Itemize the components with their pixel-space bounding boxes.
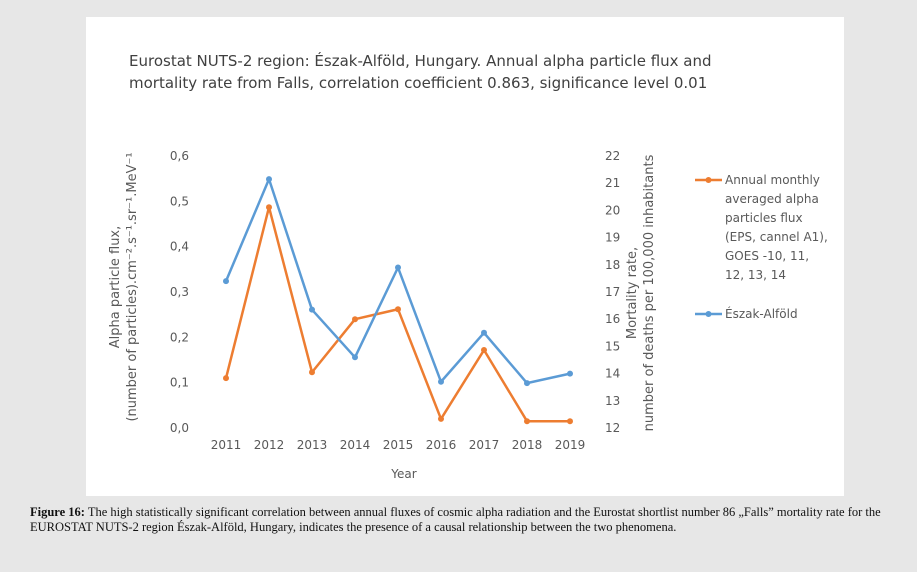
legend-label-1: averaged alpha [725, 192, 819, 206]
y-right-tick-label: 21 [605, 176, 620, 190]
chart-area: Eurostat NUTS-2 region: Észak-Alföld, Hu… [86, 17, 844, 496]
y-left-tick-label: 0,3 [170, 285, 189, 299]
caption-text: The high statistically significant corre… [30, 505, 881, 534]
y-left-tick-label: 0,0 [170, 421, 189, 435]
figure-caption: Figure 16: The high statistically signif… [30, 505, 890, 535]
series-line-1 [224, 205, 570, 423]
series-2-point [567, 370, 573, 377]
y-right-tick-label: 18 [605, 258, 620, 272]
legend-label-1: GOES -10, 11, [725, 249, 809, 263]
legend-label-1: 12, 13, 14 [725, 268, 786, 282]
x-tick-label: 2011 [211, 438, 242, 452]
caption-label: Figure 16: [30, 505, 85, 519]
series-1-point [524, 418, 530, 425]
x-tick-label: 2014 [340, 438, 371, 452]
x-tick-label: 2018 [512, 438, 543, 452]
series-1-point [309, 369, 315, 376]
y-right-axis-label-line-2: number of deaths per 100,000 inhabitants [642, 154, 657, 431]
y-right-tick-label: 12 [605, 421, 620, 435]
legend-label-1: (EPS, cannel A1), [725, 230, 828, 244]
x-tick-label: 2015 [383, 438, 414, 452]
series-1-point [567, 418, 573, 425]
y-right-tick-label: 16 [605, 312, 620, 326]
series-2-point [524, 380, 530, 387]
y-left-tick-label: 0,5 [170, 194, 189, 208]
series-2-point [395, 264, 401, 271]
series-1-point [481, 347, 487, 354]
series-1-point [438, 415, 444, 422]
y-right-tick-label: 15 [605, 339, 620, 353]
legend-label-1: Annual monthly [725, 173, 820, 187]
series-2-point [481, 329, 487, 336]
x-tick-label: 2013 [297, 438, 328, 452]
chart-title-line-2: mortality rate from Falls, correlation c… [129, 74, 708, 92]
x-tick-label: 2016 [426, 438, 457, 452]
x-tick-label: 2019 [555, 438, 586, 452]
y-left-tick-label: 0,4 [170, 240, 189, 254]
y-left-tick-label: 0,2 [170, 330, 189, 344]
legend-label-1: particles flux [725, 211, 803, 225]
x-tick-label: 2017 [469, 438, 500, 452]
legend-label-2: Észak-Alföld [725, 306, 798, 321]
series-1-point [395, 306, 401, 313]
series-2-point [266, 176, 272, 183]
y-left-axis-label-line-1: Alpha particle flux, [108, 226, 123, 349]
series-2-point [438, 378, 444, 385]
y-left-axis-label-line-2: (number of particles).cm⁻².s⁻¹.sr⁻¹.MeV⁻… [125, 152, 140, 421]
legend-marker-2 [705, 311, 712, 317]
y-right-tick-label: 13 [605, 394, 620, 408]
y-right-tick-label: 22 [605, 149, 620, 163]
y-right-tick-label: 20 [605, 203, 620, 217]
series-1-point [266, 204, 272, 211]
x-tick-label: 2012 [254, 438, 285, 452]
series-line-2 [224, 177, 571, 385]
y-right-axis-label-line-1: Mortality rate, [625, 247, 640, 339]
figure-frame: Eurostat NUTS-2 region: Észak-Alföld, Hu… [4, 4, 913, 568]
y-left-tick-label: 0,6 [170, 149, 189, 163]
chart-svg: 0,0 0,1 0,2 0,3 0,4 0,5 0,6 12 13 14 15 16 17 18 19 20 2… [108, 149, 828, 481]
chart-title-line-1: Eurostat NUTS-2 region: Észak-Alföld, Hu… [129, 52, 712, 70]
y-right-tick-label: 19 [605, 231, 620, 245]
series-2-point [223, 278, 229, 285]
series-2-point [309, 306, 315, 313]
y-left-tick-label: 0,1 [170, 376, 189, 390]
legend-marker-1 [705, 177, 712, 183]
chart-title: Eurostat NUTS-2 region: Észak-Alföld, Hu… [129, 50, 749, 94]
y-right-tick-label: 14 [605, 367, 620, 381]
series-2-point [352, 354, 358, 361]
y-right-tick-label: 17 [605, 285, 620, 299]
series-1-point [352, 316, 358, 323]
series-1-point [223, 375, 229, 382]
x-axis-label: Year [390, 467, 416, 481]
